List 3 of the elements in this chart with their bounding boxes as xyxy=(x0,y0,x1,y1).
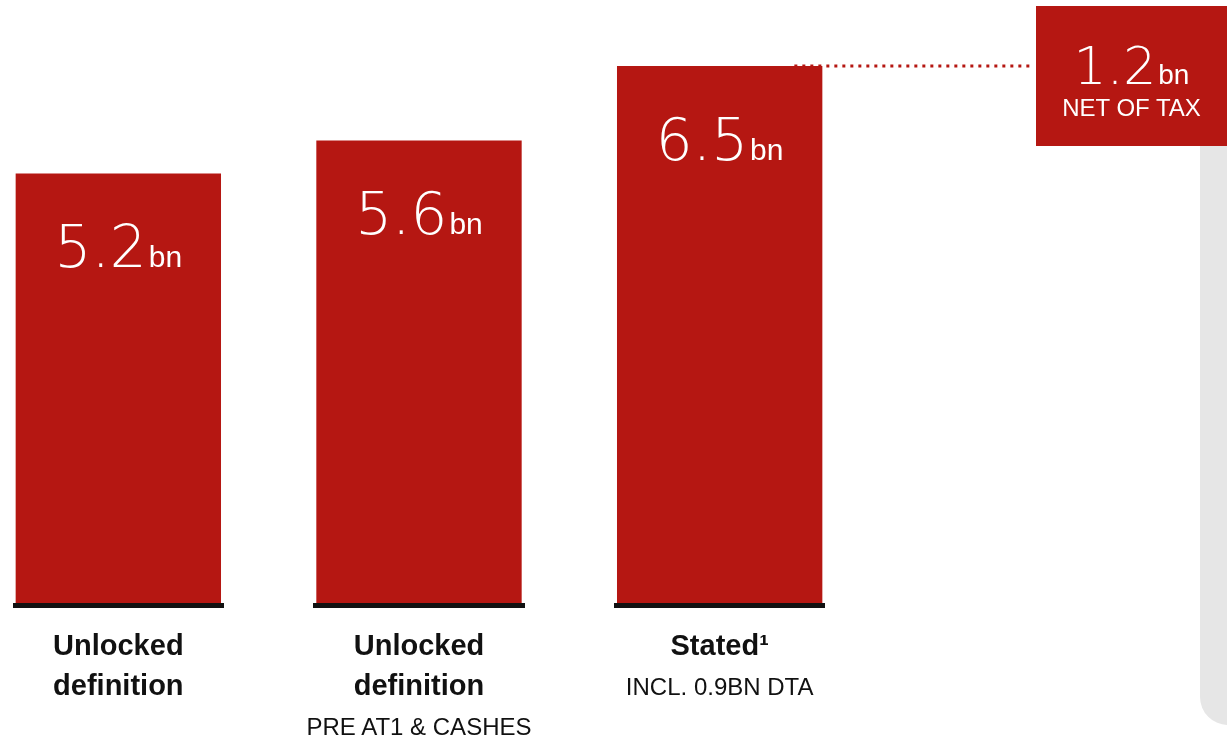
x-tick-label: Unlocked definition xyxy=(53,629,184,701)
x-tick-label: Unlocked definition PRE AT1 & CASHES xyxy=(306,629,532,737)
x-tick-label: Stated¹ INCL. 0.9BN DTA xyxy=(625,629,814,700)
